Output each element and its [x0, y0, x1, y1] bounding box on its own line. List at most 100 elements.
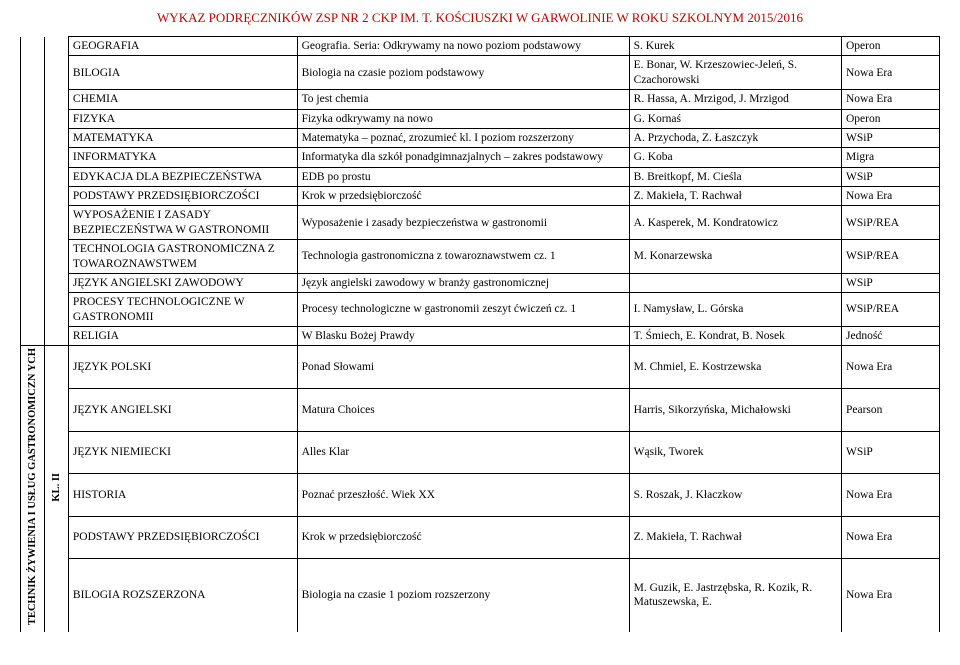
cell-author: M. Chmiel, E. Kostrzewska	[629, 346, 841, 389]
cell-subject: JĘZYK POLSKI	[68, 346, 297, 389]
table-row: TECHNIK ŻYWIENIA I USŁUG GASTRONOMICZN Y…	[21, 346, 940, 389]
cell-publisher: WSiP/REA	[841, 240, 939, 274]
cell-publisher: WSiP	[841, 167, 939, 186]
cell-subject: JĘZYK NIEMIECKI	[68, 431, 297, 474]
cell-subject: JĘZYK ANGIELSKI ZAWODOWY	[68, 273, 297, 292]
cell-subject: WYPOSAŻENIE I ZASADY BEZPIECZEŃSTWA W GA…	[68, 206, 297, 240]
cell-subject: BILOGIA ROZSZERZONA	[68, 559, 297, 632]
cell-publisher: Migra	[841, 148, 939, 167]
cell-subject: FIZYKA	[68, 109, 297, 128]
table-row: BILOGIA ROZSZERZONA Biologia na czasie 1…	[21, 559, 940, 632]
cell-textbook: Matematyka – poznać, zrozumieć kl. I poz…	[297, 128, 629, 147]
cell-author: M. Guzik, E. Jastrzębska, R. Kozik, R. M…	[629, 559, 841, 632]
cell-textbook: Krok w przedsiębiorczość	[297, 516, 629, 559]
cell-publisher: WSiP	[841, 128, 939, 147]
cell-author: Z. Makieła, T. Rachwał	[629, 516, 841, 559]
table-row: CHEMIA To jest chemia R. Hassa, A. Mrzig…	[21, 90, 940, 109]
table-row: PODSTAWY PRZEDSIĘBIORCZOŚCI Krok w przed…	[21, 516, 940, 559]
cell-author: R. Hassa, A. Mrzigod, J. Mrzigod	[629, 90, 841, 109]
cell-publisher: Nowa Era	[841, 90, 939, 109]
group2-label-text: TECHNIK ŻYWIENIA I USŁUG GASTRONOMICZN Y…	[26, 348, 39, 625]
cell-author: Harris, Sikorzyńska, Michałowski	[629, 388, 841, 431]
cell-author: M. Konarzewska	[629, 240, 841, 274]
table-row: JĘZYK ANGIELSKI ZAWODOWY Język angielski…	[21, 273, 940, 292]
cell-textbook: Fizyka odkrywamy na nowo	[297, 109, 629, 128]
cell-author: Z. Makieła, T. Rachwał	[629, 187, 841, 206]
cell-textbook: W Blasku Bożej Prawdy	[297, 327, 629, 346]
table-row: MATEMATYKA Matematyka – poznać, zrozumie…	[21, 128, 940, 147]
cell-publisher: Operon	[841, 109, 939, 128]
cell-textbook: Poznać przeszłość. Wiek XX	[297, 474, 629, 517]
cell-author: Wąsik, Tworek	[629, 431, 841, 474]
group2-label-right-text: KL. II	[50, 473, 63, 502]
cell-subject: PODSTAWY PRZEDSIĘBIORCZOŚCI	[68, 516, 297, 559]
cell-subject: PROCESY TECHNOLOGICZNE W GASTRONOMII	[68, 293, 297, 327]
cell-publisher: Nowa Era	[841, 474, 939, 517]
group1-vlabel-a	[21, 37, 45, 346]
cell-publisher: WSiP/REA	[841, 206, 939, 240]
cell-subject: JĘZYK ANGIELSKI	[68, 388, 297, 431]
cell-textbook: Biologia na czasie 1 poziom rozszerzony	[297, 559, 629, 632]
cell-publisher: Nowa Era	[841, 187, 939, 206]
table-row: EDYKACJA DLA BEZPIECZEŃSTWA EDB po prost…	[21, 167, 940, 186]
cell-subject: PODSTAWY PRZEDSIĘBIORCZOŚCI	[68, 187, 297, 206]
group2-vlabel-a: TECHNIK ŻYWIENIA I USŁUG GASTRONOMICZN Y…	[21, 346, 45, 632]
cell-author: T. Śmiech, E. Kondrat, B. Nosek	[629, 327, 841, 346]
page-title: WYKAZ PODRĘCZNIKÓW ZSP NR 2 CKP IM. T. K…	[20, 10, 940, 26]
table-row: BILOGIA Biologia na czasie poziom podsta…	[21, 56, 940, 90]
table-row: FIZYKA Fizyka odkrywamy na nowo G. Korna…	[21, 109, 940, 128]
cell-author: G. Kornaś	[629, 109, 841, 128]
cell-publisher: Nowa Era	[841, 56, 939, 90]
cell-textbook: Alles Klar	[297, 431, 629, 474]
group2-vlabel-b: KL. II	[44, 346, 68, 632]
cell-subject: RELIGIA	[68, 327, 297, 346]
cell-subject: CHEMIA	[68, 90, 297, 109]
table-row: TECHNOLOGIA GASTRONOMICZNA Z TOWAROZNAWS…	[21, 240, 940, 274]
cell-textbook: Geografia. Seria: Odkrywamy na nowo pozi…	[297, 37, 629, 56]
cell-author	[629, 273, 841, 292]
cell-subject: INFORMATYKA	[68, 148, 297, 167]
table-row: INFORMATYKA Informatyka dla szkół ponadg…	[21, 148, 940, 167]
group1-vlabel-b	[44, 37, 68, 346]
table-row: PODSTAWY PRZEDSIĘBIORCZOŚCI Krok w przed…	[21, 187, 940, 206]
table-row: WYPOSAŻENIE I ZASADY BEZPIECZEŃSTWA W GA…	[21, 206, 940, 240]
cell-textbook: EDB po prostu	[297, 167, 629, 186]
cell-subject: TECHNOLOGIA GASTRONOMICZNA Z TOWAROZNAWS…	[68, 240, 297, 274]
cell-author: A. Kasperek, M. Kondratowicz	[629, 206, 841, 240]
cell-publisher: WSiP	[841, 273, 939, 292]
table-row: JĘZYK NIEMIECKI Alles Klar Wąsik, Tworek…	[21, 431, 940, 474]
cell-author: G. Koba	[629, 148, 841, 167]
cell-publisher: Nowa Era	[841, 516, 939, 559]
cell-publisher: WSiP/REA	[841, 293, 939, 327]
cell-publisher: Operon	[841, 37, 939, 56]
table-row: PROCESY TECHNOLOGICZNE W GASTRONOMII Pro…	[21, 293, 940, 327]
cell-textbook: Procesy technologiczne w gastronomii zes…	[297, 293, 629, 327]
cell-textbook: Matura Choices	[297, 388, 629, 431]
cell-author: I. Namysław, L. Górska	[629, 293, 841, 327]
cell-textbook: Wyposażenie i zasady bezpieczeństwa w ga…	[297, 206, 629, 240]
cell-author: E. Bonar, W. Krzeszowiec-Jeleń, S. Czach…	[629, 56, 841, 90]
cell-textbook: Technologia gastronomiczna z towaroznaws…	[297, 240, 629, 274]
cell-publisher: Nowa Era	[841, 346, 939, 389]
cell-subject: MATEMATYKA	[68, 128, 297, 147]
cell-subject: EDYKACJA DLA BEZPIECZEŃSTWA	[68, 167, 297, 186]
cell-publisher: Nowa Era	[841, 559, 939, 632]
cell-subject: HISTORIA	[68, 474, 297, 517]
cell-subject: BILOGIA	[68, 56, 297, 90]
cell-author: A. Przychoda, Z. Łaszczyk	[629, 128, 841, 147]
cell-publisher: WSiP	[841, 431, 939, 474]
cell-textbook: To jest chemia	[297, 90, 629, 109]
cell-author: S. Kurek	[629, 37, 841, 56]
cell-author: B. Breitkopf, M. Cieśla	[629, 167, 841, 186]
cell-textbook: Język angielski zawodowy w branży gastro…	[297, 273, 629, 292]
cell-subject: GEOGRAFIA	[68, 37, 297, 56]
cell-publisher: Jedność	[841, 327, 939, 346]
cell-textbook: Krok w przedsiębiorczość	[297, 187, 629, 206]
cell-textbook: Ponad Słowami	[297, 346, 629, 389]
table-row: JĘZYK ANGIELSKI Matura Choices Harris, S…	[21, 388, 940, 431]
cell-publisher: Pearson	[841, 388, 939, 431]
cell-textbook: Biologia na czasie poziom podstawowy	[297, 56, 629, 90]
table-row: GEOGRAFIA Geografia. Seria: Odkrywamy na…	[21, 37, 940, 56]
table-row: HISTORIA Poznać przeszłość. Wiek XX S. R…	[21, 474, 940, 517]
cell-author: S. Roszak, J. Kłaczkow	[629, 474, 841, 517]
